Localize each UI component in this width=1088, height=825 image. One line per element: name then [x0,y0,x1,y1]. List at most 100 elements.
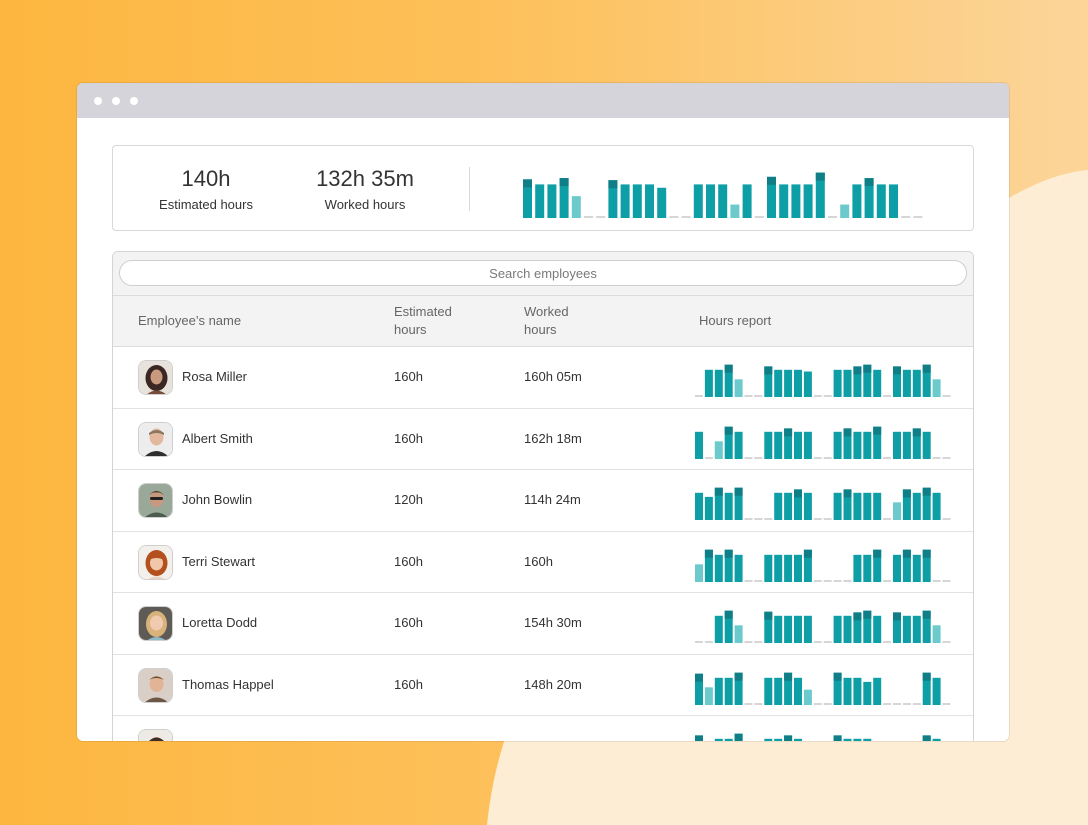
hours-bar [922,672,931,705]
hours-bar [784,492,793,520]
hours-bar [912,427,921,459]
empty-day-bar [584,216,593,218]
hours-bar [863,554,872,582]
hours-bar [779,184,789,218]
hours-bar [724,426,733,459]
hours-bar [714,369,723,397]
hours-bar [784,369,793,397]
hours-bar [932,379,941,397]
window-control-dot[interactable] [94,97,102,105]
hours-bar [784,615,793,643]
empty-day-bar [833,579,842,582]
window-control-dot[interactable] [130,97,138,105]
column-header-estimated[interactable]: Estimated hours [394,304,452,337]
table-row[interactable] [113,716,973,741]
hours-bar [657,187,667,218]
hours-bar [724,364,733,397]
column-header-name[interactable]: Employee’s name [138,313,242,328]
table-row[interactable]: Albert Smith 160h 162h 18m [113,409,973,470]
hours-bar [803,492,812,520]
hours-bar [833,431,842,459]
hours-bar [742,184,752,218]
window-control-dot[interactable] [112,97,120,105]
hours-bar [794,489,802,520]
hours-bar [794,431,802,459]
hours-bar [695,431,703,459]
empty-day-bar [744,456,753,459]
empty-day-bar [744,579,753,582]
hours-bar [889,184,898,218]
hours-bar [734,379,743,397]
hours-bar [853,431,862,459]
empty-day-bar [942,456,951,459]
employee-name: Loretta Dodd [182,615,258,630]
hours-bar [833,369,842,397]
hours-bar [893,502,901,520]
hours-bar [695,563,703,582]
search-input[interactable] [119,260,967,286]
empty-day-bar [813,518,822,520]
empty-day-bar [843,579,852,582]
hours-bar [932,625,941,643]
empty-day-bar [695,641,703,643]
hours-bar [571,196,581,218]
hours-bar [784,672,793,705]
table-body: Rosa Miller 160h 160h 05m Albert Smith 1… [113,347,973,741]
empty-day-bar [596,216,606,218]
avatar [138,544,173,580]
empty-day-bar [754,518,763,520]
hours-bar [853,492,862,520]
empty-day-bar [901,216,911,218]
table-row[interactable]: Rosa Miller 160h 160h 05m [113,347,973,409]
hours-bar [714,677,723,705]
hours-bar [695,673,703,705]
empty-day-bar [823,641,832,643]
hours-bar [922,549,931,582]
title-bar [77,83,1009,118]
hours-bar [794,369,802,397]
estimated-hours-value: 140h [181,166,231,191]
hours-bar [774,554,783,582]
hours-bar [843,615,852,643]
empty-day-bar [813,395,822,397]
empty-day-bar [932,579,941,582]
empty-day-bar [754,641,763,643]
table-header: Employee’s name Estimated hours Worked h… [113,295,973,347]
employee-name: John Bowlin [182,492,253,507]
hours-bar [863,364,872,397]
table-row[interactable]: Terri Stewart 160h 160h [113,532,973,593]
hours-bar [645,184,654,218]
hours-bar [764,431,773,459]
hours-report-chart [695,672,951,705]
hours-bar [730,204,740,218]
estimated-hours: 160h [394,430,423,446]
column-header-report[interactable]: Hours report [699,313,772,328]
avatar [138,667,173,703]
empty-day-bar [744,518,753,520]
employee-name: Albert Smith [182,430,253,446]
avatar [138,360,173,395]
hours-bar [693,184,703,218]
table-row[interactable]: Loretta Dodd 160h 154h 30m [113,593,973,655]
table-row[interactable]: Thomas Happel 160h 148h 20m [113,655,973,716]
hours-bar [695,492,703,520]
hours-bar [784,427,793,459]
hours-bar [873,426,882,459]
table-row[interactable]: John Bowlin 120h 114h 24m [113,470,973,532]
summary-hours-chart [523,172,923,218]
hours-bar [873,369,882,397]
hours-bar [724,738,733,741]
column-header-worked[interactable]: Worked hours [524,304,569,337]
hours-bar [608,180,618,218]
hours-bar [922,364,931,397]
hours-bar [876,184,886,218]
worked-hours: 148h 20m [524,676,582,692]
hours-bar [843,369,852,397]
hours-bar [912,615,921,643]
hours-bar [706,184,715,218]
hours-bar [863,431,872,459]
search-bar [113,252,973,295]
hours-bar [774,615,783,643]
empty-day-bar [813,702,822,705]
estimated-hours: 160h [394,369,423,384]
